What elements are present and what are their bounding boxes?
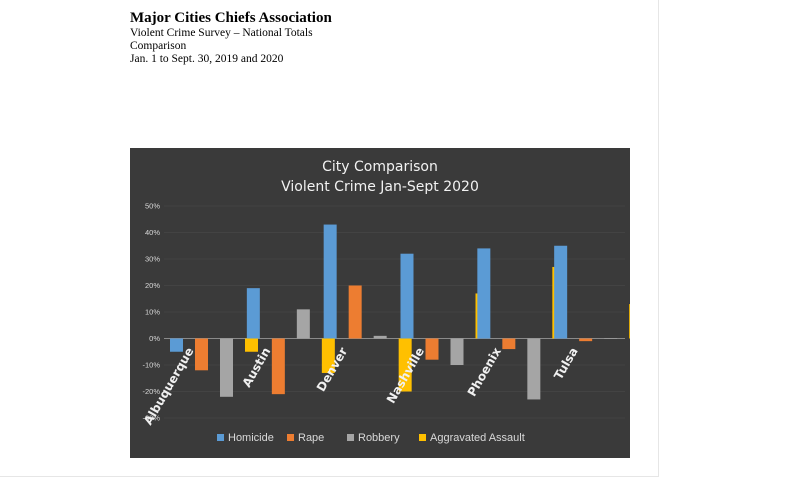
y-tick-label: 10% bbox=[145, 308, 160, 317]
legend-swatch bbox=[347, 434, 354, 441]
document-page: Major Cities Chiefs Association Violent … bbox=[0, 0, 659, 477]
document-date-range: Jan. 1 to Sept. 30, 2019 and 2020 bbox=[130, 53, 284, 65]
y-tick-label: 20% bbox=[145, 281, 160, 290]
bar-homicide bbox=[400, 253, 414, 339]
legend-swatch bbox=[217, 434, 224, 441]
bar-robbery bbox=[604, 338, 618, 339]
bar-aggravated-assault bbox=[321, 338, 335, 373]
y-tick-label: 0% bbox=[149, 334, 160, 343]
chart-subtitle: Violent Crime Jan-Sept 2020 bbox=[281, 179, 479, 195]
bar-homicide bbox=[554, 245, 568, 339]
bar-homicide bbox=[477, 248, 491, 339]
legend-swatch bbox=[419, 434, 426, 441]
bar-robbery bbox=[296, 309, 310, 339]
bar-rape bbox=[195, 338, 208, 371]
bar-rape bbox=[502, 338, 516, 350]
legend-label: Homicide bbox=[228, 432, 274, 444]
bar-robbery bbox=[450, 338, 464, 365]
y-tick-label: 40% bbox=[145, 228, 160, 237]
y-tick-label: 30% bbox=[145, 255, 160, 264]
y-tick-label: 50% bbox=[145, 202, 160, 211]
y-tick-label: -10% bbox=[142, 361, 160, 370]
bar-aggravated-assault bbox=[245, 338, 258, 352]
chart-title: City Comparison bbox=[322, 159, 438, 175]
document-subtitle: Violent Crime Survey – National Totals bbox=[130, 27, 313, 39]
document-title: Major Cities Chiefs Association bbox=[130, 10, 332, 26]
bar-homicide bbox=[170, 338, 183, 352]
document-comparison-line: Comparison bbox=[130, 40, 187, 52]
bar-rape bbox=[348, 285, 362, 339]
bar-rape bbox=[425, 338, 439, 360]
bar-rape bbox=[579, 338, 593, 342]
chart-background bbox=[130, 148, 630, 458]
legend-label: Robbery bbox=[358, 432, 400, 444]
bar-homicide bbox=[246, 288, 260, 339]
chart-container: City Comparison Violent Crime Jan-Sept 20… bbox=[130, 148, 630, 458]
legend-swatch bbox=[287, 434, 294, 441]
bar-rape bbox=[271, 338, 285, 395]
bar-robbery bbox=[220, 338, 233, 397]
bar-aggravated-assault bbox=[629, 304, 630, 339]
bar-chart: City Comparison Violent Crime Jan-Sept 20… bbox=[130, 148, 630, 458]
bar-robbery bbox=[373, 335, 387, 339]
y-tick-label: -30% bbox=[142, 414, 160, 423]
legend-label: Aggravated Assault bbox=[430, 432, 525, 444]
document-header: Major Cities Chiefs Association Violent … bbox=[130, 10, 332, 66]
bar-aggravated-assault bbox=[398, 338, 412, 392]
bar-robbery bbox=[527, 338, 541, 400]
y-tick-label: -20% bbox=[142, 387, 160, 396]
legend-label: Rape bbox=[298, 432, 324, 444]
bar-homicide bbox=[323, 224, 337, 339]
